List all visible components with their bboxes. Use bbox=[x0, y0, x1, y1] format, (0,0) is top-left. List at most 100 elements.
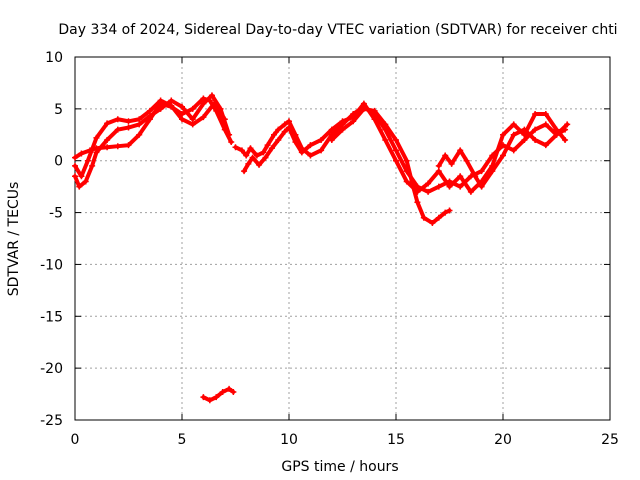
series-band-c bbox=[72, 92, 233, 190]
y-tick-label: -20 bbox=[40, 361, 63, 377]
data-point bbox=[114, 126, 121, 133]
data-point bbox=[500, 152, 506, 159]
data-point bbox=[425, 188, 432, 195]
data-point bbox=[219, 388, 226, 395]
data-point bbox=[262, 154, 269, 161]
data-point bbox=[457, 147, 464, 154]
data-point bbox=[179, 116, 185, 123]
data-point bbox=[136, 131, 143, 138]
x-tick-label: 0 bbox=[71, 432, 80, 448]
data-point bbox=[489, 168, 496, 175]
data-point bbox=[114, 116, 121, 123]
data-point bbox=[93, 134, 100, 141]
data-point bbox=[328, 136, 335, 143]
data-point bbox=[230, 388, 237, 395]
data-point bbox=[275, 136, 282, 143]
data-point bbox=[435, 168, 442, 175]
data-point bbox=[510, 121, 517, 128]
data-point bbox=[241, 168, 248, 175]
data-point bbox=[268, 145, 275, 152]
series-line bbox=[242, 101, 568, 194]
data-point bbox=[179, 103, 185, 110]
data-point bbox=[425, 180, 432, 187]
data-point bbox=[226, 131, 233, 138]
series-line bbox=[73, 93, 232, 189]
data-point bbox=[564, 121, 571, 128]
series-line bbox=[73, 98, 227, 179]
data-point bbox=[104, 136, 111, 143]
data-point bbox=[200, 100, 207, 107]
data-point bbox=[478, 183, 485, 190]
data-point bbox=[168, 97, 175, 104]
data-point bbox=[350, 118, 357, 125]
data-point bbox=[286, 118, 292, 125]
data-point bbox=[78, 173, 85, 180]
data-point bbox=[281, 121, 288, 128]
y-tick-label: -10 bbox=[40, 257, 63, 273]
data-point bbox=[360, 105, 367, 112]
y-tick-label: -15 bbox=[40, 309, 63, 325]
data-point bbox=[243, 152, 250, 159]
data-point bbox=[562, 126, 569, 133]
data-point bbox=[521, 131, 528, 138]
data-point bbox=[442, 209, 449, 216]
plot-frame bbox=[74, 56, 611, 421]
data-point bbox=[393, 157, 399, 164]
y-tick-label: -25 bbox=[40, 413, 63, 429]
data-point bbox=[467, 188, 474, 195]
data-point bbox=[382, 136, 389, 143]
data-point bbox=[339, 118, 346, 125]
data-point bbox=[442, 152, 449, 159]
series-band-f bbox=[328, 105, 453, 226]
data-point bbox=[200, 114, 207, 121]
data-point bbox=[213, 394, 220, 401]
data-point bbox=[328, 131, 335, 138]
data-point bbox=[249, 154, 256, 161]
data-point bbox=[200, 394, 207, 401]
data-point bbox=[256, 161, 263, 168]
data-point bbox=[264, 142, 271, 149]
data-point bbox=[532, 126, 539, 133]
series-band-h bbox=[200, 385, 237, 404]
data-point bbox=[125, 142, 132, 149]
data-point bbox=[206, 397, 213, 404]
data-point bbox=[553, 126, 560, 133]
data-point bbox=[371, 116, 378, 123]
data-point bbox=[318, 136, 325, 143]
data-point bbox=[78, 150, 85, 157]
data-point bbox=[114, 143, 121, 150]
data-point bbox=[393, 147, 399, 154]
data-point bbox=[247, 145, 254, 152]
data-point bbox=[84, 157, 91, 164]
chart-title: Day 334 of 2024, Sidereal Day-to-day VTE… bbox=[58, 22, 617, 38]
data-point bbox=[435, 214, 442, 221]
data-point bbox=[410, 183, 417, 190]
data-point bbox=[532, 136, 539, 143]
data-point bbox=[382, 121, 389, 128]
data-point bbox=[328, 126, 335, 133]
data-point bbox=[104, 120, 111, 127]
data-point bbox=[275, 126, 282, 133]
data-point bbox=[472, 173, 479, 180]
data-point bbox=[339, 126, 346, 133]
data-point bbox=[307, 142, 314, 149]
data-point bbox=[200, 95, 207, 102]
data-point bbox=[420, 214, 427, 221]
data-point bbox=[429, 219, 436, 226]
data-point bbox=[245, 160, 252, 167]
data-point bbox=[510, 147, 517, 154]
y-tick-label: 0 bbox=[54, 154, 63, 170]
data-point bbox=[228, 139, 235, 146]
data-point bbox=[104, 144, 111, 151]
data-point bbox=[125, 118, 132, 125]
data-point bbox=[478, 168, 485, 175]
data-point bbox=[457, 173, 464, 180]
x-tick-label: 10 bbox=[280, 432, 298, 448]
data-point bbox=[435, 162, 442, 169]
data-point bbox=[435, 183, 442, 190]
data-point bbox=[371, 107, 378, 114]
data-point bbox=[253, 152, 260, 159]
x-tick-label: 15 bbox=[387, 432, 405, 448]
